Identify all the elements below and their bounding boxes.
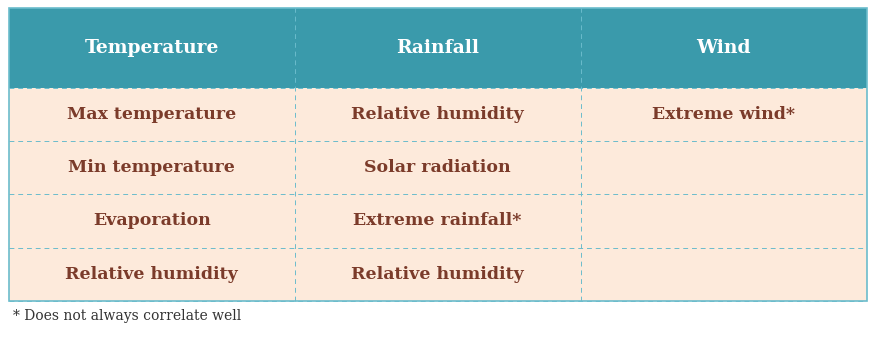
Text: Extreme rainfall*: Extreme rainfall*	[353, 212, 522, 229]
Bar	[294, 194, 581, 248]
Bar	[294, 248, 581, 301]
Text: Relative humidity: Relative humidity	[351, 266, 524, 283]
Text: Max temperature: Max temperature	[67, 106, 237, 123]
Text: Relative humidity: Relative humidity	[66, 266, 238, 283]
Text: * Does not always correlate well: * Does not always correlate well	[13, 309, 241, 323]
Text: Extreme wind*: Extreme wind*	[653, 106, 795, 123]
Text: Relative humidity: Relative humidity	[351, 106, 524, 123]
Bar	[9, 88, 294, 141]
Text: Temperature: Temperature	[84, 39, 219, 57]
Text: Min temperature: Min temperature	[68, 159, 235, 176]
Bar	[294, 88, 581, 141]
Bar	[294, 141, 581, 194]
Bar	[581, 141, 867, 194]
Bar	[581, 88, 867, 141]
Bar	[581, 194, 867, 248]
Bar	[9, 141, 294, 194]
Bar	[9, 248, 294, 301]
Bar	[9, 9, 867, 301]
Text: Rainfall: Rainfall	[396, 39, 479, 57]
Text: Solar radiation: Solar radiation	[364, 159, 511, 176]
Text: Wind: Wind	[696, 39, 752, 57]
Bar	[581, 248, 867, 301]
Bar	[9, 194, 294, 248]
Text: Evaporation: Evaporation	[93, 212, 210, 229]
Bar	[9, 9, 867, 88]
